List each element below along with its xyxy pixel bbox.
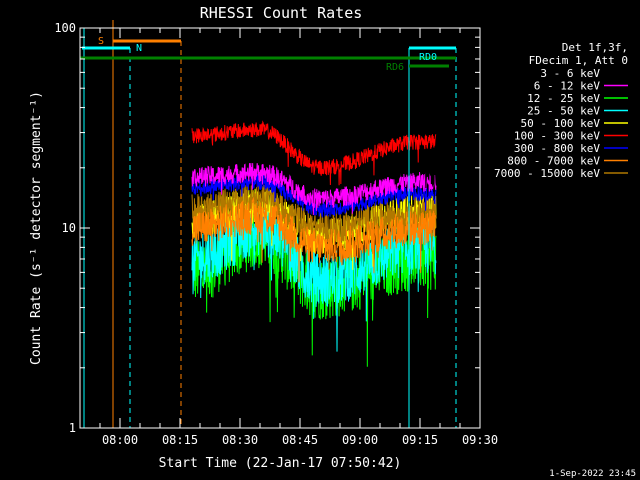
x-tick-label: 09:30 bbox=[462, 433, 498, 447]
legend-label: 100 - 300 keV bbox=[514, 130, 600, 143]
legend-label: 3 - 6 keV bbox=[540, 67, 600, 80]
annotation-label-s: S bbox=[98, 36, 104, 47]
footer-date: 1-Sep-2022 23:45 bbox=[549, 469, 636, 479]
x-tick-label: 08:30 bbox=[222, 433, 258, 447]
legend-label: 800 - 7000 keV bbox=[507, 155, 600, 168]
y-axis-label: Count Rate (s⁻¹ detector segment⁻¹) bbox=[29, 91, 44, 365]
legend-label: 25 - 50 keV bbox=[527, 105, 600, 118]
y-tick-label: 10 bbox=[62, 221, 76, 235]
legend-label: 12 - 25 keV bbox=[527, 92, 600, 105]
x-axis-label: Start Time (22-Jan-17 07:50:42) bbox=[159, 456, 402, 471]
x-tick-label: 08:45 bbox=[282, 433, 318, 447]
x-tick-label: 08:00 bbox=[102, 433, 138, 447]
x-tick-label: 08:15 bbox=[162, 433, 198, 447]
series-line-6-12-kev bbox=[191, 163, 437, 216]
y-tick-label: 1 bbox=[69, 421, 76, 435]
series-line-800-7000-kev bbox=[191, 196, 437, 283]
legend-label: 7000 - 15000 keV bbox=[494, 167, 600, 180]
axes-layer: 1 10 100 08:00 08:15 08:30 08:45 09:00 09:15 09:3… bbox=[54, 21, 498, 447]
data-series-layer bbox=[191, 120, 437, 367]
x-tick-label: 09:00 bbox=[342, 433, 378, 447]
legend-label: 50 - 100 keV bbox=[521, 117, 601, 130]
x-tick-label: 09:15 bbox=[402, 433, 438, 447]
series-line-3-6-kev bbox=[191, 144, 437, 194]
legend-label: 300 - 800 keV bbox=[514, 142, 600, 155]
y-tick-label: 100 bbox=[54, 21, 76, 35]
chart-title: RHESSI Count Rates bbox=[200, 4, 363, 22]
legend-header-2: FDecim 1, Att 0 bbox=[529, 54, 628, 67]
annotation-label-rd6: RD6 bbox=[386, 62, 404, 73]
annotation-label-rd0: RD0 bbox=[419, 52, 437, 63]
series-line-25-50-kev bbox=[191, 201, 437, 352]
series-line-100-300-kev bbox=[191, 120, 437, 186]
annotation-label-n: N bbox=[136, 43, 142, 54]
legend-label: 6 - 12 keV bbox=[534, 80, 601, 93]
legend-header-1: Det 1f,3f, bbox=[562, 41, 628, 54]
